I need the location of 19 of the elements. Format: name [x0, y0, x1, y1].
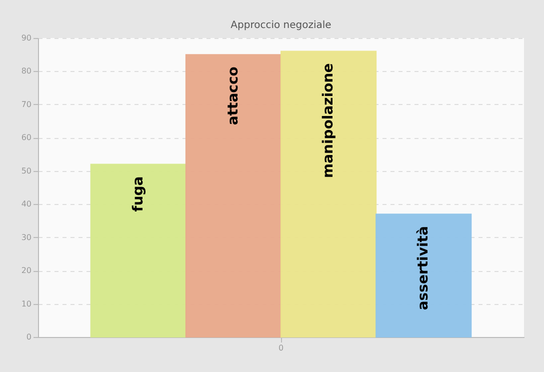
bar — [280, 50, 377, 338]
y-tick-label: 60 — [21, 133, 32, 142]
y-tick-label: 10 — [21, 299, 32, 308]
y-tick-label: 20 — [21, 266, 32, 276]
series-label: manipolazione — [320, 63, 337, 178]
y-tick-label: 80 — [21, 66, 32, 76]
y-tick-label: 90 — [21, 34, 32, 42]
y-tick-label: 40 — [21, 200, 32, 209]
y-tick-label: 30 — [21, 232, 32, 242]
y-tick-label: 50 — [21, 166, 32, 176]
chart-title: Approccio negoziale — [230, 20, 332, 31]
series-label: fuga — [130, 176, 146, 212]
series-label: attacco — [225, 66, 242, 126]
bar — [376, 214, 472, 338]
series-label: assertività — [416, 226, 432, 310]
bar — [185, 54, 282, 338]
y-tick-label: 0 — [26, 332, 32, 342]
bar — [90, 164, 186, 338]
y-tick-label: 70 — [21, 100, 32, 109]
